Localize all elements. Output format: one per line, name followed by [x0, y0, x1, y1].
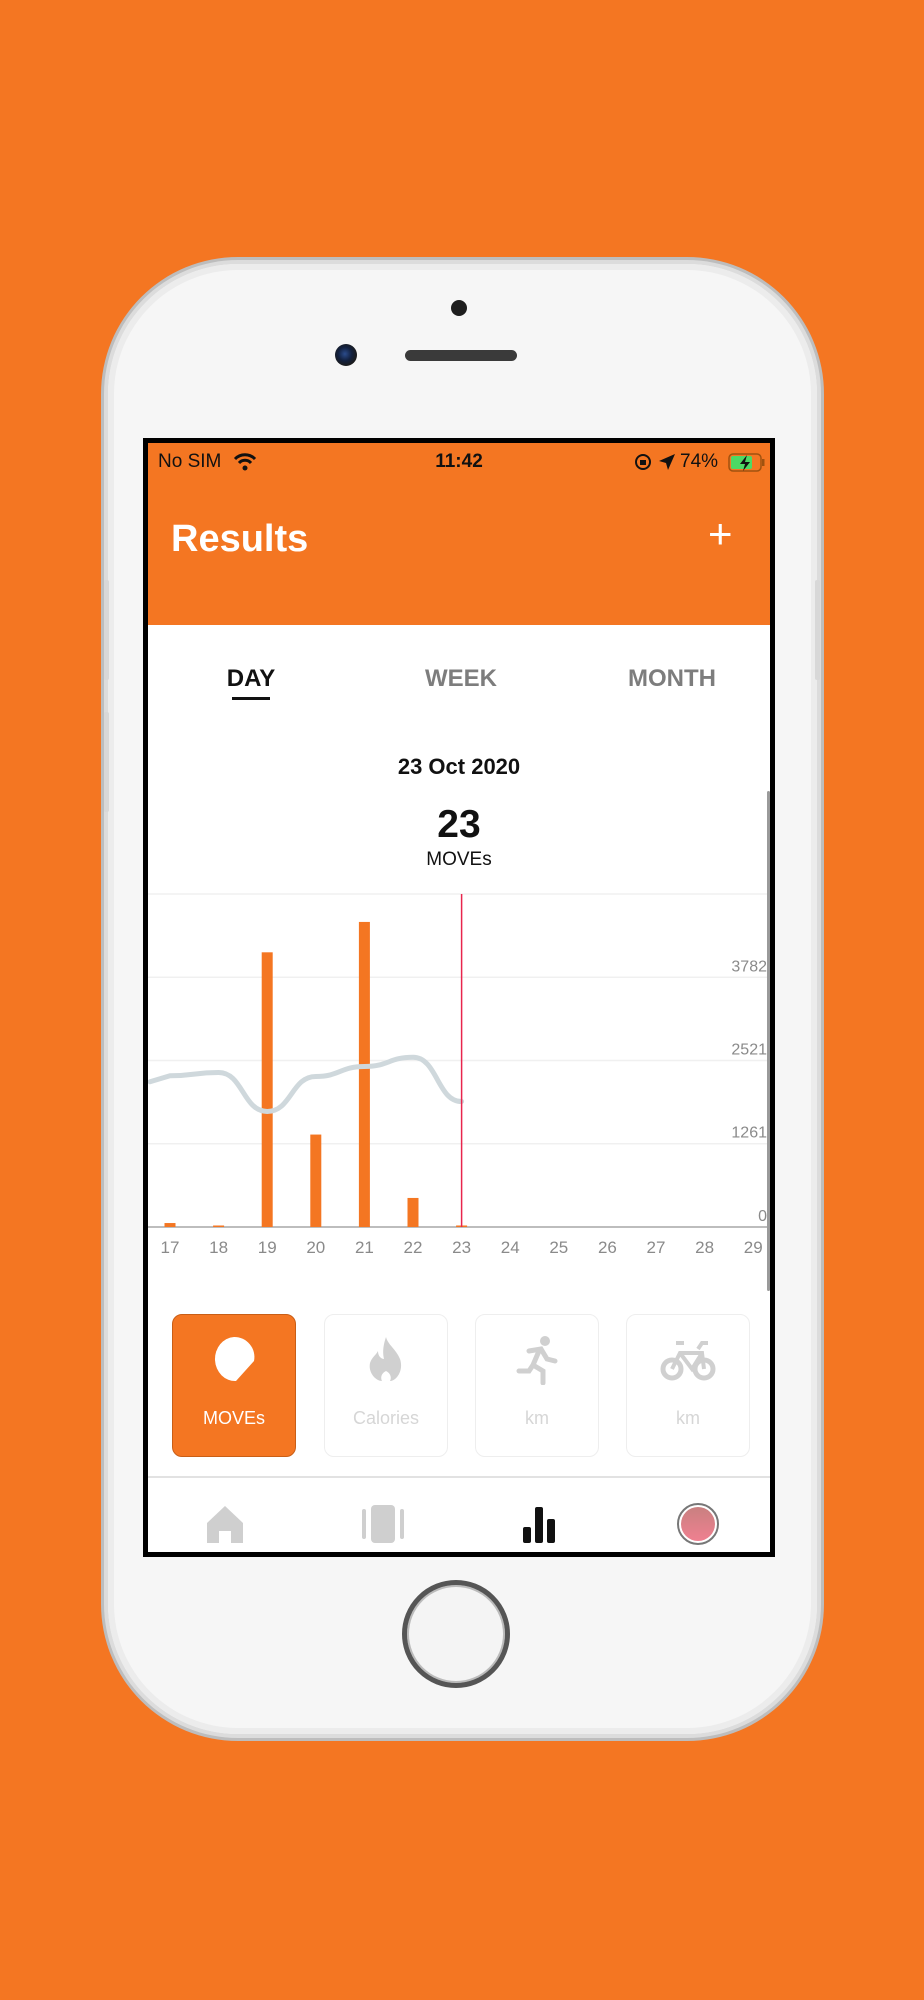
x-tick-label: 18 — [209, 1238, 228, 1257]
metric-card-moves[interactable]: MOVEs — [172, 1314, 296, 1457]
header: No SIM 11:42 74% Results + — [148, 443, 770, 625]
x-tick-label: 23 — [452, 1238, 471, 1257]
device-icon — [362, 1505, 404, 1543]
y-tick-label: 1261 — [731, 1125, 767, 1142]
metric-card-cycling-distance[interactable]: km — [626, 1314, 750, 1457]
x-tick-label: 24 — [501, 1238, 520, 1257]
y-tick-label: 3782 — [731, 958, 767, 975]
selected-date: 23 Oct 2020 — [397, 754, 521, 779]
scrollbar[interactable] — [767, 791, 770, 1291]
metric-label: MOVEs — [202, 1408, 265, 1428]
home-icon — [207, 1506, 243, 1543]
flame-icon — [369, 1337, 402, 1381]
profile-avatar-icon — [677, 1503, 719, 1545]
app: No SIM 11:42 74% Results + DAY WEEK MONT… — [148, 443, 770, 1552]
x-tick-label: 22 — [404, 1238, 423, 1257]
bicycle-icon — [660, 1341, 716, 1381]
running-icon — [516, 1336, 558, 1385]
wifi-icon — [233, 453, 257, 471]
page-title: Results — [171, 518, 309, 560]
orientation-lock-icon — [635, 454, 651, 470]
tab-bar-divider — [148, 1476, 770, 1478]
metric-label: km — [676, 1408, 700, 1428]
nav-device[interactable] — [358, 1501, 408, 1547]
summary-value: 23 — [437, 803, 481, 846]
nav-results[interactable] — [515, 1501, 565, 1547]
bar-chart-icon — [523, 1507, 555, 1543]
front-camera — [335, 344, 357, 366]
tab-day[interactable]: DAY — [226, 665, 276, 692]
tab-week[interactable]: WEEK — [425, 665, 497, 692]
x-tick-label: 19 — [258, 1238, 277, 1257]
x-tick-label: 20 — [306, 1238, 325, 1257]
bar-22 — [407, 1197, 419, 1227]
x-tick-label: 28 — [695, 1238, 714, 1257]
proximity-sensor — [451, 300, 467, 316]
add-button[interactable]: + — [708, 510, 733, 557]
bar-17 — [164, 1223, 176, 1227]
bar-19 — [261, 952, 273, 1227]
home-button[interactable] — [402, 1580, 510, 1688]
volume-up-button — [104, 580, 109, 680]
screen: No SIM 11:42 74% Results + DAY WEEK MONT… — [143, 438, 775, 1557]
nav-profile[interactable] — [673, 1501, 723, 1547]
nav-home[interactable] — [200, 1501, 250, 1547]
metric-label: km — [525, 1408, 549, 1428]
summary-unit: MOVEs — [426, 849, 492, 870]
x-tick-label: 26 — [598, 1238, 617, 1257]
x-tick-label: 21 — [355, 1238, 374, 1257]
carrier: No SIM — [158, 451, 222, 472]
bar-20 — [310, 1134, 322, 1227]
bar-18 — [213, 1225, 225, 1227]
clock: 11:42 — [435, 451, 483, 472]
power-button — [815, 580, 820, 680]
y-tick-label: 0 — [758, 1208, 767, 1225]
x-tick-label: 17 — [161, 1238, 180, 1257]
metric-card-running-distance[interactable]: km — [475, 1314, 599, 1457]
location-icon — [659, 454, 675, 470]
y-tick-label: 2521 — [731, 1042, 767, 1059]
active-tab-indicator — [232, 697, 270, 700]
tab-month[interactable]: MONTH — [628, 665, 716, 692]
earpiece-speaker — [405, 350, 517, 361]
average-line — [148, 1054, 465, 1114]
metric-card-calories[interactable]: Calories — [324, 1314, 448, 1457]
bar-21 — [358, 921, 370, 1227]
battery-charging-icon — [728, 453, 765, 472]
volume-down-button — [104, 712, 109, 812]
metric-label: Calories — [352, 1408, 420, 1428]
x-tick-label: 27 — [647, 1238, 666, 1257]
x-tick-label: 25 — [549, 1238, 568, 1257]
x-tick-label: 29 — [744, 1238, 763, 1257]
moves-chart[interactable]: 0 1261 2521 3782 17 18 19 20 21 22 23 24 25 26 27 28 29 — [148, 883, 770, 1263]
moves-icon — [214, 1336, 255, 1382]
battery-percent: 74% — [680, 451, 719, 472]
